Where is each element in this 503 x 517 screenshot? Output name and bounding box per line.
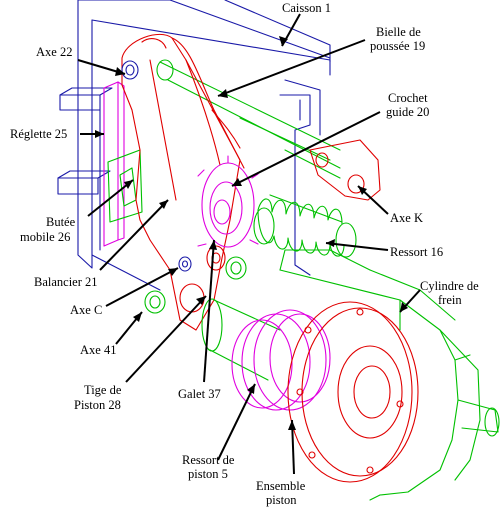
ressort-16-part (253, 194, 357, 258)
label-ressort-piston-line2: piston 5 (188, 467, 228, 481)
label-axe22: Axe 22 (36, 45, 72, 59)
leader-crochet (231, 111, 381, 187)
axe-22-part (121, 60, 139, 80)
arrow-head (358, 186, 367, 195)
arrow-head (279, 36, 288, 46)
label-butee-line2: mobile 26 (20, 230, 70, 244)
arrow-head (232, 178, 242, 186)
arrow-head (133, 312, 142, 322)
labels: Caisson 1 Bielle de poussée 19 Axe 22 Cr… (10, 1, 479, 507)
label-ensemble-line1: Ensemble (256, 479, 306, 493)
label-ensemble-line2: piston (266, 493, 297, 507)
label-axek: Axe K (390, 211, 423, 225)
bielle-poussee-part (156, 59, 341, 179)
label-tige-line1: Tige de (84, 383, 122, 397)
label-bielle-line1: Bielle de (376, 25, 421, 39)
ressort-piston-part (231, 309, 331, 411)
label-reglette: Réglette 25 (10, 127, 67, 141)
leader-lines (77, 13, 421, 475)
label-crochet-line2: guide 20 (386, 105, 429, 119)
arrow-head (400, 302, 408, 312)
caisson-frame (57, 0, 331, 291)
leader-ressort16 (325, 242, 389, 251)
cylindre-frein-part (279, 249, 500, 501)
label-axe41: Axe 41 (80, 343, 116, 357)
ensemble-piston-part (287, 301, 419, 483)
leader-bielle (217, 39, 366, 97)
leader-balancier (99, 199, 169, 271)
crochet-guide-part (197, 155, 259, 248)
label-ressort16: Ressort 16 (390, 245, 443, 259)
arrow-head (159, 200, 168, 209)
balancier-part (121, 33, 245, 331)
leader-axec (105, 267, 179, 307)
axe-c-part (178, 256, 192, 272)
arrow-head (95, 130, 104, 138)
arrow-head (196, 296, 206, 305)
label-butee-line1: Butée (46, 215, 76, 229)
label-ressort-piston-line1: Ressort de (182, 453, 235, 467)
leader-butee (87, 179, 134, 217)
arrow-head (326, 239, 335, 247)
arrow-head (115, 67, 125, 76)
arrow-head (218, 89, 228, 98)
label-cylindre-line2: frein (438, 293, 462, 307)
label-caisson: Caisson 1 (282, 1, 331, 15)
arrow-head (168, 268, 178, 276)
axe-41-part (144, 290, 166, 314)
leader-tige (125, 295, 207, 383)
reglette-part (103, 81, 125, 247)
arrow-head (288, 420, 296, 430)
label-cylindre-line1: Cylindre de (420, 279, 479, 293)
label-galet: Galet 37 (178, 387, 221, 401)
arrow-head (247, 384, 255, 394)
leader-ressort-piston (217, 383, 256, 461)
axe-k-part (309, 139, 381, 201)
label-crochet-line1: Crochet (388, 91, 428, 105)
arrow-head (124, 180, 133, 189)
label-tige-line2: Piston 28 (74, 398, 121, 412)
tige-piston-part (201, 256, 281, 381)
label-balancier: Balancier 21 (34, 275, 98, 289)
leader-galet (203, 239, 215, 383)
arrow-head (209, 240, 217, 250)
label-bielle-line2: poussée 19 (370, 39, 425, 53)
label-axec: Axe C (70, 303, 102, 317)
